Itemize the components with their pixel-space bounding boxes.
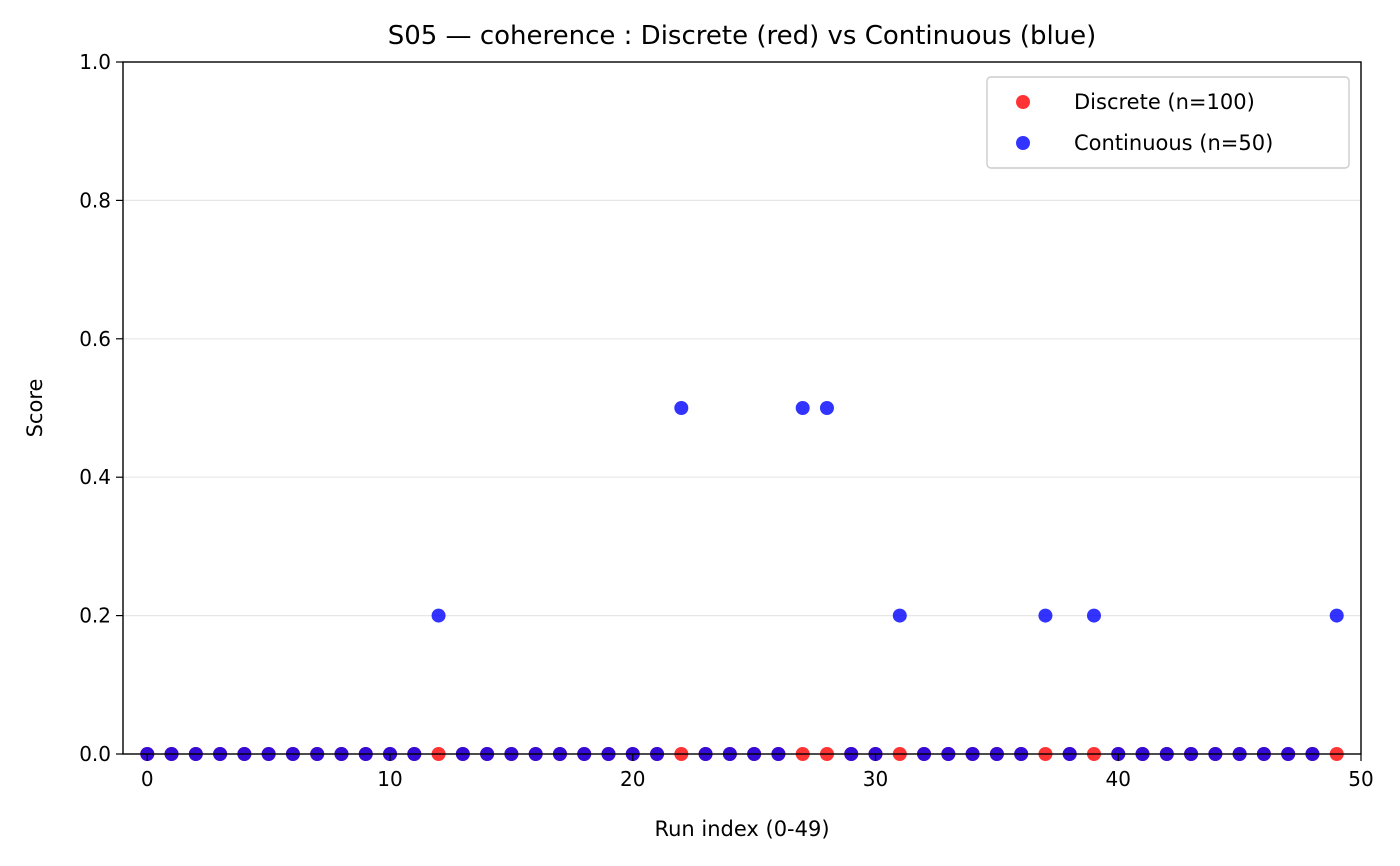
- y-tick-label: 0.4: [79, 465, 111, 489]
- y-tick-label: 0.0: [79, 742, 111, 766]
- y-tick-label: 0.6: [79, 327, 111, 351]
- x-axis-ticks: 0 10 20 30 40 50: [141, 754, 1374, 791]
- y-tick-label: 0.8: [79, 188, 111, 212]
- legend-marker-discrete: [1016, 95, 1030, 109]
- data-points: [140, 401, 1344, 761]
- y-tick-label: 0.2: [79, 604, 111, 628]
- x-tick-label: 20: [620, 767, 645, 791]
- plot-frame: [122, 61, 1362, 755]
- legend-label-continuous: Continuous (n=50): [1074, 131, 1273, 155]
- continuous-point: [819, 401, 834, 415]
- y-tick-label: 1.0: [79, 50, 111, 74]
- continuous-point: [892, 608, 907, 623]
- continuous-point: [795, 401, 810, 415]
- legend-box: [986, 76, 1350, 169]
- continuous-point: [431, 608, 446, 623]
- legend-label-discrete: Discrete (n=100): [1074, 90, 1255, 114]
- x-tick-label: 30: [863, 767, 888, 791]
- y-axis-label: Score: [23, 379, 47, 438]
- chart-title: S05 — coherence : Discrete (red) vs Cont…: [388, 21, 1097, 51]
- legend: Discrete (n=100) Continuous (n=50): [986, 76, 1350, 169]
- legend-marker-continuous: [1016, 136, 1030, 150]
- continuous-point: [674, 401, 689, 415]
- x-axis-label: Run index (0-49): [654, 817, 829, 841]
- continuous-point: [1038, 608, 1053, 623]
- x-tick-label: 0: [141, 767, 154, 791]
- x-tick-label: 10: [377, 767, 402, 791]
- x-tick-label: 40: [1106, 767, 1131, 791]
- continuous-point: [1086, 608, 1101, 623]
- continuous-point: [1329, 608, 1344, 623]
- x-tick-label: 50: [1348, 767, 1373, 791]
- y-axis-ticks: 0.0 0.2 0.4 0.6 0.8 1.0: [79, 50, 123, 766]
- gridlines: [123, 199, 1361, 617]
